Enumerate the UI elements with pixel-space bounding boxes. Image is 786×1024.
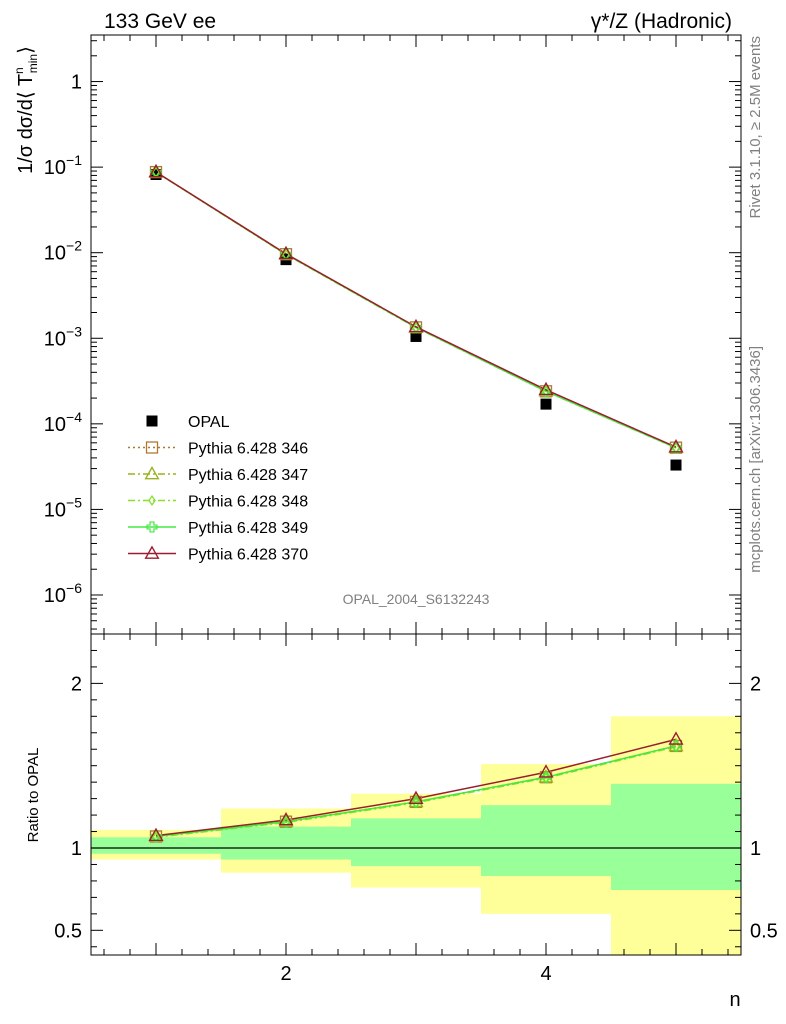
ylabel-sub: min	[26, 54, 40, 73]
process-label: γ*/Z (Hadronic)	[591, 10, 732, 33]
uncertainty-band-inner	[351, 818, 481, 867]
ratio-data-point	[280, 816, 292, 828]
legend-marker	[148, 494, 156, 507]
legend-label: Pythia 6.428 370	[188, 547, 308, 564]
ratio-data-point	[150, 830, 162, 843]
mcplots-label: mcplots.cern.ch [arXiv:1306.3436]	[747, 346, 764, 573]
legend: OPAL Pythia 6.428 346 Pythia 6.428 347 Pyth…	[128, 414, 308, 564]
uncertainty-band-inner	[91, 837, 221, 854]
y-tick-label-exp: −2	[66, 238, 82, 254]
ratio-data-point	[408, 790, 424, 804]
legend-entry: Pythia 6.428 346	[128, 441, 308, 458]
ratio-data-point	[148, 827, 164, 842]
series-line	[155, 171, 677, 449]
ratio-y-tick-label-right: 1	[750, 838, 761, 860]
legend-marker	[146, 521, 158, 533]
y-tick-label: 10−1	[44, 152, 82, 179]
data-point	[278, 245, 294, 260]
top-y-axis-label: 1/σ dσ/d⟨ Tnmin⟩	[12, 46, 40, 174]
data-point	[408, 318, 424, 333]
legend-entry: Pythia 6.428 347	[128, 465, 308, 484]
ratio-panel: 0.5 0.5 1 1 2 2 2 4	[54, 633, 778, 985]
data-point	[150, 169, 162, 181]
legend-label: Pythia 6.428 346	[188, 441, 308, 458]
legend-entry: OPAL	[146, 414, 230, 431]
uncertainty-band-inner	[481, 805, 611, 876]
data-point	[670, 459, 682, 471]
ratio-y-tick-label-right: 2	[750, 673, 761, 695]
legend-label: Pythia 6.428 348	[188, 494, 308, 511]
data-point	[670, 442, 682, 454]
energy-label: 133 GeV ee	[104, 10, 216, 33]
uncertainty-band-inner	[221, 826, 351, 860]
y-tick-label: 10−3	[44, 323, 82, 350]
legend-entry: Pythia 6.428 370	[128, 545, 308, 564]
legend-marker	[144, 545, 160, 559]
analysis-id: OPAL_2004_S6132243	[343, 591, 490, 607]
data-point	[410, 330, 422, 342]
y-tick-label-base: 10	[44, 585, 66, 607]
legend-entry: Pythia 6.428 349	[128, 520, 308, 537]
uncertainty-band-inner	[611, 783, 741, 890]
y-tick-label: 10−6	[44, 580, 82, 607]
series-line	[155, 171, 677, 449]
y-tick-label: 10−4	[44, 409, 82, 436]
ratio-y-axis-label: Ratio to OPAL	[25, 748, 42, 843]
legend-label: Pythia 6.428 347	[188, 467, 308, 484]
series-line	[155, 171, 677, 449]
data-point	[540, 385, 552, 397]
legend-entry: Pythia 6.428 348	[128, 494, 308, 511]
ylabel-main: 1/σ dσ/d⟨ T	[15, 74, 37, 174]
ratio-data-point	[278, 811, 294, 826]
svg-text:1/σ dσ/d⟨ Tnmin⟩: 1/σ dσ/d⟨ Tnmin⟩	[12, 46, 40, 174]
series-line	[155, 171, 677, 448]
y-tick-label-exp: −6	[66, 580, 82, 596]
ratio-series-line	[155, 745, 677, 838]
main-panel: 110−110−210−310−410−510−6	[44, 34, 742, 635]
data-point	[538, 381, 554, 396]
ratio-series-line	[155, 746, 677, 839]
data-point	[410, 321, 422, 333]
y-tick-label: 10−5	[44, 494, 82, 521]
rivet-label: Rivet 3.1.10, ≥ 2.5M events	[747, 36, 764, 219]
data-point	[668, 439, 684, 453]
legend-label: Pythia 6.428 349	[188, 520, 308, 537]
series-line	[155, 171, 677, 449]
ratio-y-tick-label-left: 1	[71, 838, 82, 860]
y-tick-label-exp: −3	[66, 323, 82, 339]
legend-marker	[145, 441, 159, 454]
y-tick-label-exp: −5	[66, 494, 82, 510]
legend-marker	[146, 415, 158, 427]
data-point	[540, 398, 552, 410]
x-tick-label: 2	[280, 963, 291, 985]
ratio-data-point	[538, 764, 554, 778]
y-tick-label: 1	[71, 72, 82, 94]
x-tick-label: 4	[540, 963, 551, 985]
y-tick-label-exp: −1	[66, 152, 82, 168]
y-tick-label-base: 10	[44, 328, 66, 350]
data-point	[148, 163, 164, 178]
ratio-y-tick-label-left: 0.5	[54, 920, 82, 942]
y-tick-label-base: 10	[44, 499, 66, 521]
y-tick-label: 10−2	[44, 238, 82, 265]
ratio-data-point	[668, 731, 684, 745]
x-axis-label: n	[729, 989, 740, 1011]
legend-label: OPAL	[188, 414, 230, 431]
y-tick-label-base: 10	[44, 243, 66, 265]
legend-marker	[144, 465, 160, 480]
ylabel-tail: ⟩	[15, 46, 37, 54]
ylabel-sup: n	[12, 67, 26, 74]
ratio-y-tick-label-right: 0.5	[750, 920, 778, 942]
y-tick-label-base: 10	[44, 157, 66, 179]
y-tick-label-exp: −4	[66, 409, 82, 425]
ratio-y-tick-label-left: 2	[71, 673, 82, 695]
y-tick-label-base: 10	[44, 414, 66, 436]
